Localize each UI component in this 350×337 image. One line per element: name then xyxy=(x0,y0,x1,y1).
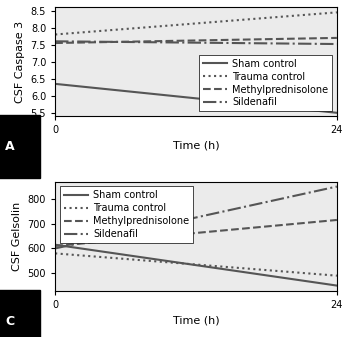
Text: C: C xyxy=(6,314,15,328)
Y-axis label: CSF Caspase 3: CSF Caspase 3 xyxy=(15,21,25,103)
Y-axis label: CSF Gelsolin: CSF Gelsolin xyxy=(12,202,22,271)
Text: A: A xyxy=(5,140,15,153)
Legend: Sham control, Trauma control, Methylprednisolone, Sildenafil: Sham control, Trauma control, Methylpred… xyxy=(199,55,332,111)
X-axis label: Time (h): Time (h) xyxy=(173,141,219,151)
X-axis label: Time (h): Time (h) xyxy=(173,315,219,325)
Legend: Sham control, Trauma control, Methylprednisolone, Sildenafil: Sham control, Trauma control, Methylpred… xyxy=(60,186,193,243)
